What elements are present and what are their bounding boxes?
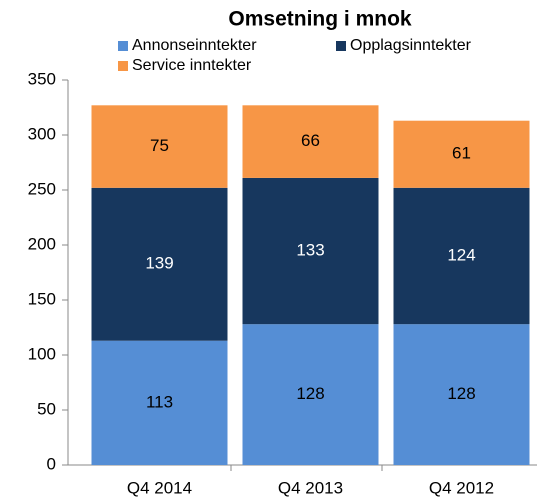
- x-tick-label: Q4 2013: [278, 478, 343, 497]
- y-tick-label: 250: [28, 179, 56, 198]
- value-label: 113: [146, 392, 173, 411]
- bar-segment: [91, 187, 228, 341]
- value-label: 61: [452, 144, 471, 163]
- value-label: 128: [296, 384, 324, 403]
- value-label: 124: [447, 245, 475, 264]
- value-label: 66: [301, 131, 320, 150]
- legend-label: Opplagsinntekter: [350, 37, 472, 54]
- legend-label: Annonseinntekter: [132, 37, 257, 54]
- x-tick-label: Q4 2014: [127, 478, 192, 497]
- chart-title: Omsetning i mnok: [228, 8, 412, 31]
- legend-swatch: [118, 61, 128, 71]
- value-label: 133: [296, 241, 324, 260]
- y-tick-label: 50: [37, 399, 56, 418]
- value-label: 75: [150, 136, 169, 155]
- y-tick-label: 350: [28, 69, 56, 88]
- value-label: 128: [447, 384, 475, 403]
- value-label: 139: [145, 254, 173, 273]
- bar-segment: [242, 177, 379, 325]
- bar-segment: [91, 105, 228, 188]
- y-tick-label: 200: [28, 234, 56, 253]
- bar-segment: [242, 324, 379, 465]
- bar-segment: [393, 120, 530, 188]
- x-tick-label: Q4 2012: [429, 478, 494, 497]
- y-tick-label: 100: [28, 344, 56, 363]
- bar-segment: [242, 105, 379, 178]
- bar-segment: [393, 324, 530, 465]
- bar-segment: [393, 187, 530, 325]
- y-tick-label: 300: [28, 124, 56, 143]
- bar-segment: [91, 340, 228, 465]
- legend-swatch: [336, 41, 346, 51]
- legend-swatch: [118, 41, 128, 51]
- y-tick-label: 150: [28, 289, 56, 308]
- legend-label: Service inntekter: [132, 57, 252, 74]
- y-tick-label: 0: [47, 454, 56, 473]
